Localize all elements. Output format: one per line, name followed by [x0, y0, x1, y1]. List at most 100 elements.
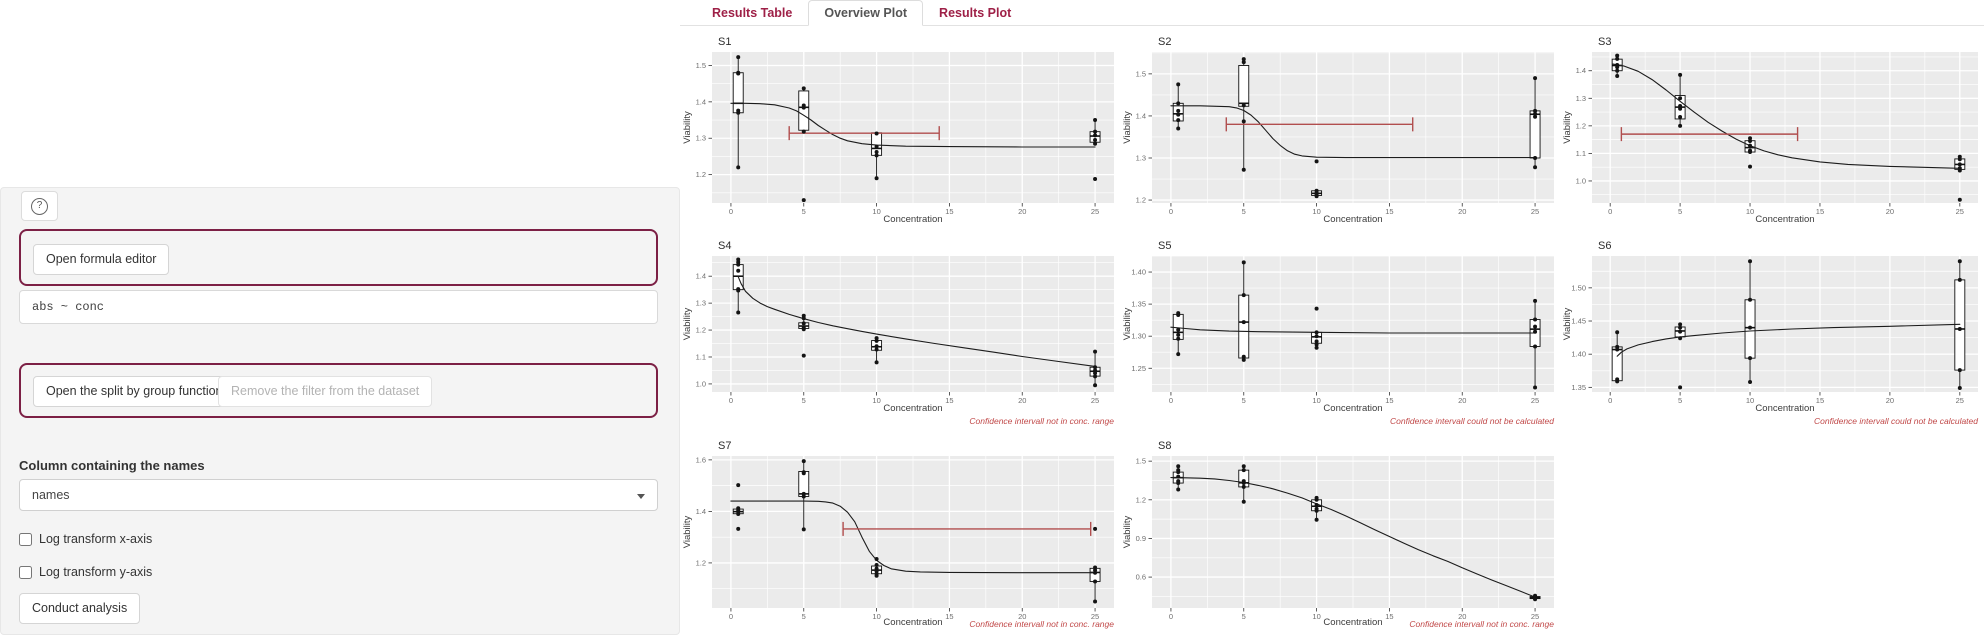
svg-text:0: 0: [1169, 207, 1173, 216]
question-mark-icon: ?: [31, 197, 48, 215]
tab-bar: Results Table Overview Plot Results Plot: [680, 0, 1984, 26]
svg-text:Viability: Viability: [1562, 307, 1573, 340]
svg-text:15: 15: [1385, 612, 1393, 621]
svg-text:1.3: 1.3: [1136, 153, 1146, 162]
svg-text:1.1: 1.1: [1576, 149, 1586, 158]
svg-text:1.35: 1.35: [1571, 383, 1586, 392]
svg-text:S3: S3: [1598, 36, 1611, 48]
svg-text:1.40: 1.40: [1131, 268, 1146, 277]
help-button[interactable]: ?: [21, 191, 58, 221]
svg-text:Confidence intervall not in co: Confidence intervall not in conc. range: [1409, 619, 1554, 629]
svg-text:S4: S4: [718, 240, 731, 252]
svg-text:25: 25: [1531, 612, 1539, 621]
names-select-value: names: [32, 488, 70, 502]
svg-text:1.5: 1.5: [1136, 69, 1146, 78]
svg-text:Viability: Viability: [682, 307, 693, 340]
log-x-checkbox[interactable]: [19, 532, 32, 546]
svg-text:1.50: 1.50: [1571, 283, 1586, 292]
plot-S3: 1.0 1.1 1.2 1.3 1.4 0 5 10 15 20 25 S3 Concentration…: [1560, 32, 1984, 230]
svg-text:5: 5: [802, 207, 806, 216]
svg-text:25: 25: [1091, 207, 1099, 216]
conduct-analysis-button[interactable]: Conduct analysis: [19, 593, 141, 624]
svg-text:20: 20: [1886, 396, 1894, 405]
svg-text:5: 5: [1242, 207, 1246, 216]
svg-text:20: 20: [1018, 207, 1026, 216]
plot-S8: 0.6 0.9 1.2 1.5 0 5 10 15 20 25 S8 Concentration Via…: [1120, 436, 1560, 635]
svg-text:1.3: 1.3: [696, 134, 706, 143]
svg-text:1.45: 1.45: [1571, 317, 1586, 326]
svg-text:15: 15: [1385, 396, 1393, 405]
svg-text:0: 0: [729, 612, 733, 621]
svg-text:20: 20: [1458, 207, 1466, 216]
svg-text:Concentration: Concentration: [1323, 214, 1382, 225]
svg-text:Viability: Viability: [682, 515, 693, 548]
svg-text:Viability: Viability: [1122, 111, 1133, 144]
svg-text:5: 5: [1242, 612, 1246, 621]
plot-S7: 1.2 1.4 1.6 0 5 10 15 20 25 S7 Concentration Viabil…: [680, 436, 1120, 635]
svg-text:15: 15: [945, 396, 953, 405]
svg-text:20: 20: [1458, 612, 1466, 621]
svg-text:25: 25: [1531, 396, 1539, 405]
svg-text:10: 10: [1746, 396, 1754, 405]
svg-text:S1: S1: [718, 36, 731, 48]
svg-text:1.4: 1.4: [696, 507, 706, 516]
svg-text:5: 5: [1678, 207, 1682, 216]
tab-results-plot[interactable]: Results Plot: [939, 6, 1012, 20]
plot-S5: 1.25 1.30 1.35 1.40 0 5 10 15 20 25 S5 Concentratio…: [1120, 236, 1560, 434]
svg-text:S2: S2: [1158, 36, 1171, 48]
svg-text:1.30: 1.30: [1131, 332, 1146, 341]
svg-text:5: 5: [802, 396, 806, 405]
svg-text:S5: S5: [1158, 240, 1171, 252]
svg-text:25: 25: [1091, 612, 1099, 621]
svg-text:Confidence intervall not in co: Confidence intervall not in conc. range: [969, 416, 1114, 426]
names-select[interactable]: names: [19, 479, 658, 511]
svg-text:20: 20: [1886, 207, 1894, 216]
svg-text:Concentration: Concentration: [1755, 214, 1814, 225]
svg-text:Concentration: Concentration: [1323, 403, 1382, 414]
svg-text:20: 20: [1018, 612, 1026, 621]
svg-text:10: 10: [1312, 612, 1320, 621]
svg-text:10: 10: [872, 396, 880, 405]
svg-text:25: 25: [1531, 207, 1539, 216]
plot-S4: 1.0 1.1 1.2 1.3 1.4 0 5 10 15 20 25 S4 Concentration…: [680, 236, 1120, 434]
svg-text:1.35: 1.35: [1131, 300, 1146, 309]
svg-text:10: 10: [1312, 396, 1320, 405]
plot-S1: 1.2 1.3 1.4 1.5 0 5 10 15 20 25 S1 Concentration Via…: [680, 32, 1120, 230]
svg-text:5: 5: [1242, 396, 1246, 405]
svg-text:25: 25: [1956, 207, 1964, 216]
svg-text:S8: S8: [1158, 440, 1171, 452]
remove-filter-button[interactable]: Remove the filter from the dataset: [218, 376, 433, 407]
svg-text:Confidence intervall could not: Confidence intervall could not be calcul…: [1390, 416, 1554, 426]
svg-text:1.25: 1.25: [1131, 364, 1146, 373]
svg-text:Viability: Viability: [1562, 111, 1573, 144]
svg-text:0: 0: [1608, 207, 1612, 216]
svg-text:1.2: 1.2: [1136, 495, 1146, 504]
svg-text:1.4: 1.4: [1136, 111, 1146, 120]
sidebar-panel: ? Open formula editor abs ~ conc Open th…: [0, 187, 680, 635]
svg-text:0.6: 0.6: [1136, 573, 1146, 582]
svg-text:15: 15: [945, 612, 953, 621]
tab-results-table[interactable]: Results Table: [712, 6, 793, 20]
tab-overview-plot[interactable]: Overview Plot: [808, 0, 924, 26]
split-filter-group: Open the split by group functionality Re…: [19, 363, 658, 418]
plot-S6: 1.35 1.40 1.45 1.50 0 5 10 15 20 25 S6 Concentratio…: [1560, 236, 1984, 434]
svg-text:Concentration: Concentration: [883, 214, 942, 225]
svg-text:1.4: 1.4: [1576, 66, 1586, 75]
svg-text:Concentration: Concentration: [1323, 617, 1382, 628]
chevron-down-icon: [637, 494, 645, 499]
svg-text:5: 5: [1678, 396, 1682, 405]
svg-text:1.4: 1.4: [696, 272, 706, 281]
svg-text:1.5: 1.5: [1136, 457, 1146, 466]
log-y-checkbox[interactable]: [19, 565, 32, 579]
formula-display[interactable]: abs ~ conc: [19, 290, 658, 324]
svg-text:Concentration: Concentration: [1755, 403, 1814, 414]
open-formula-editor-button[interactable]: Open formula editor: [33, 244, 170, 275]
svg-text:0: 0: [1169, 396, 1173, 405]
svg-text:1.0: 1.0: [696, 379, 706, 388]
svg-text:15: 15: [1816, 207, 1824, 216]
svg-text:Viability: Viability: [1122, 515, 1133, 548]
svg-text:Concentration: Concentration: [883, 403, 942, 414]
svg-text:1.2: 1.2: [1576, 121, 1586, 130]
names-column-label: Column containing the names: [19, 458, 205, 473]
svg-text:25: 25: [1956, 396, 1964, 405]
